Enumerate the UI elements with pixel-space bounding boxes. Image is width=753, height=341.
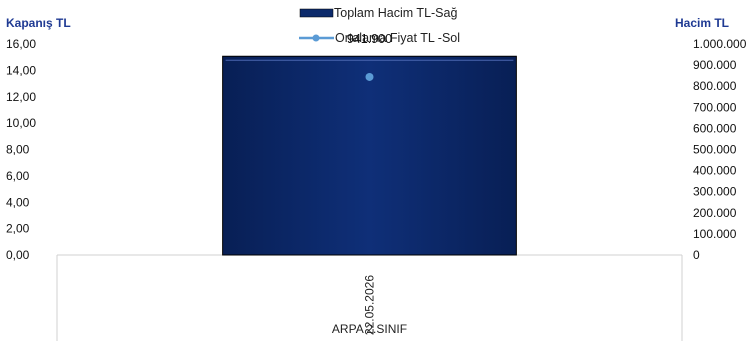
legend-swatch-bar [299, 8, 334, 18]
legend: Toplam Hacim TL-Sağ Ortalama Fiyat TL -So… [299, 6, 460, 45]
left-tick-label: 16,00 [6, 37, 36, 51]
left-tick-label: 8,00 [6, 143, 30, 157]
category-label: 22.05.2026 [363, 275, 377, 335]
left-tick-label: 6,00 [6, 169, 30, 183]
left-axis-ticks: 0,00 2,00 4,00 6,00 8,00 10,00 12,00 14,00 16,00 [6, 37, 36, 262]
right-tick-label: 200.000 [693, 206, 737, 220]
left-tick-label: 12,00 [6, 90, 36, 104]
right-tick-label: 400.000 [693, 164, 737, 178]
group-label: ARPA 2.SINIF [332, 322, 407, 336]
right-tick-label: 100.000 [693, 227, 737, 241]
right-axis-ticks: 0 100.000 200.000 300.000 400.000 500.000 600.… [693, 37, 747, 262]
left-tick-label: 10,00 [6, 116, 36, 130]
left-tick-label: 14,00 [6, 63, 36, 77]
left-tick-label: 2,00 [6, 222, 30, 236]
right-tick-label: 1.000.000 [693, 37, 747, 51]
right-tick-label: 600.000 [693, 121, 737, 135]
bar-data-label: 941.900 [347, 32, 392, 46]
legend-label-bar: Toplam Hacim TL-Sağ [334, 6, 457, 20]
legend-label-line: Ortalama Fiyat TL -Sol [335, 31, 460, 45]
right-tick-label: 500.000 [693, 143, 737, 157]
legend-swatch-marker [312, 34, 320, 42]
right-tick-label: 700.000 [693, 100, 737, 114]
right-axis-title: Hacim TL [675, 16, 729, 30]
left-tick-label: 0,00 [6, 248, 30, 262]
right-tick-label: 300.000 [693, 185, 737, 199]
line-series [365, 72, 374, 81]
bar-series [222, 55, 517, 256]
right-tick-label: 900.000 [693, 58, 737, 72]
right-tick-label: 0 [693, 248, 700, 262]
right-tick-label: 800.000 [693, 79, 737, 93]
line-point [365, 72, 374, 81]
bar [222, 55, 517, 256]
left-tick-label: 4,00 [6, 195, 30, 209]
left-axis-title: Kapanış TL [6, 16, 71, 30]
